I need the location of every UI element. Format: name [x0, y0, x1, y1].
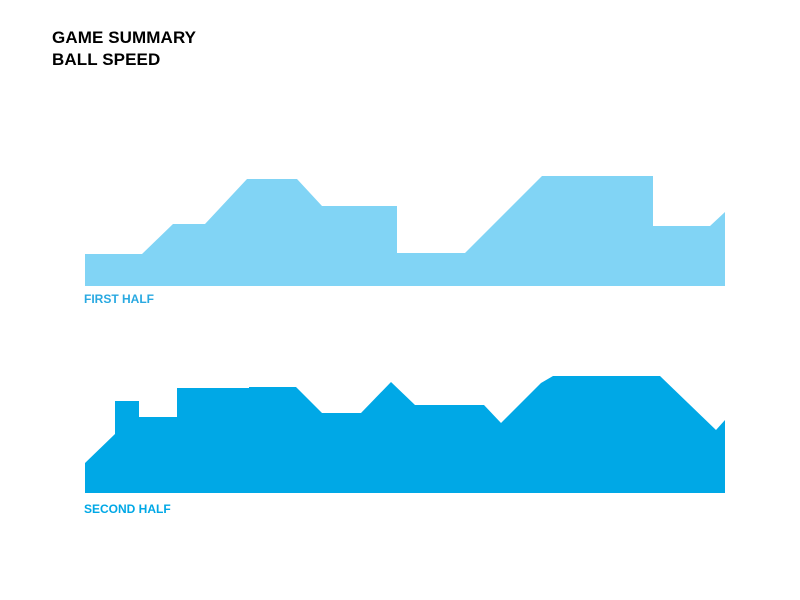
chart-title: GAME SUMMARY	[52, 28, 197, 47]
second-half-area	[85, 376, 725, 493]
chart-title-block: GAME SUMMARY BALL SPEED	[52, 27, 196, 71]
second-half-label: SECOND HALF	[84, 502, 171, 516]
first-half-panel	[85, 176, 725, 286]
chart-subtitle: BALL SPEED	[52, 50, 161, 69]
first-half-area	[85, 176, 725, 286]
second-half-panel	[85, 376, 725, 493]
first-half-label: FIRST HALF	[84, 292, 154, 306]
